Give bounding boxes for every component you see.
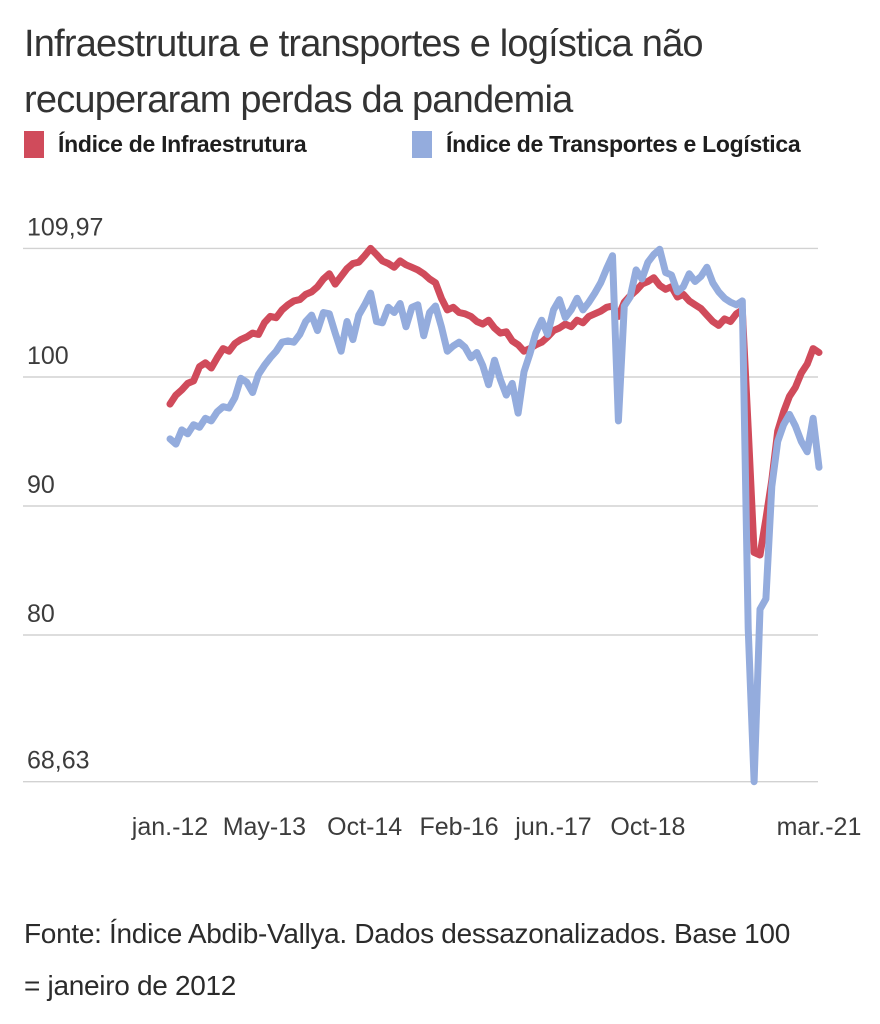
transport-legend-swatch-icon	[412, 131, 432, 158]
line-chart-svg: 109,97 100 90 80 68,63 jan.-12 May-13 Oct-14 Feb…	[23, 213, 862, 841]
source-note: Fonte: Índice Abdib-Vallya. Dados dessaz…	[24, 908, 880, 1012]
x-tick-label: May-13	[223, 813, 306, 841]
transport-line	[166, 245, 823, 786]
legend-label-infrastructure: Índice de Infraestrutura	[58, 131, 307, 157]
y-tick-label: 80	[27, 600, 55, 628]
legend-item-transport: Índice de Transportes e Logística	[412, 131, 801, 158]
infrastructure-legend-swatch-icon	[24, 131, 44, 158]
x-tick-label: mar.-21	[777, 813, 862, 841]
y-tick-label: 100	[27, 342, 69, 370]
legend-label-transport: Índice de Transportes e Logística	[446, 131, 801, 157]
x-tick-label: Feb-16	[419, 813, 498, 841]
chart-title: Infraestrutura e transportes e logística…	[24, 16, 874, 128]
x-tick-label: jan.-12	[131, 813, 208, 841]
y-tick-label: 90	[27, 471, 55, 499]
chart-title-line-2: recuperaram perdas da pandemia	[24, 79, 573, 121]
legend-item-infrastructure: Índice de Infraestrutura	[24, 131, 307, 158]
chart-title-line-1: Infraestrutura e transportes e logística…	[24, 23, 704, 65]
x-tick-label: Oct-14	[327, 813, 402, 841]
infrastructure-line	[166, 244, 823, 559]
x-tick-label: Oct-18	[610, 813, 685, 841]
x-tick-label: jun.-17	[514, 813, 591, 841]
source-note-line-2: = janeiro de 2012	[24, 970, 237, 1001]
line-chart: 109,97 100 90 80 68,63 jan.-12 May-13 Oct-14 Feb…	[0, 195, 880, 875]
source-note-line-1: Fonte: Índice Abdib-Vallya. Dados dessaz…	[24, 918, 790, 949]
y-tick-label: 109,97	[27, 213, 103, 241]
chart-legend: Índice de Infraestrutura Índice de Trans…	[0, 131, 880, 163]
y-tick-label: 68,63	[27, 747, 90, 775]
